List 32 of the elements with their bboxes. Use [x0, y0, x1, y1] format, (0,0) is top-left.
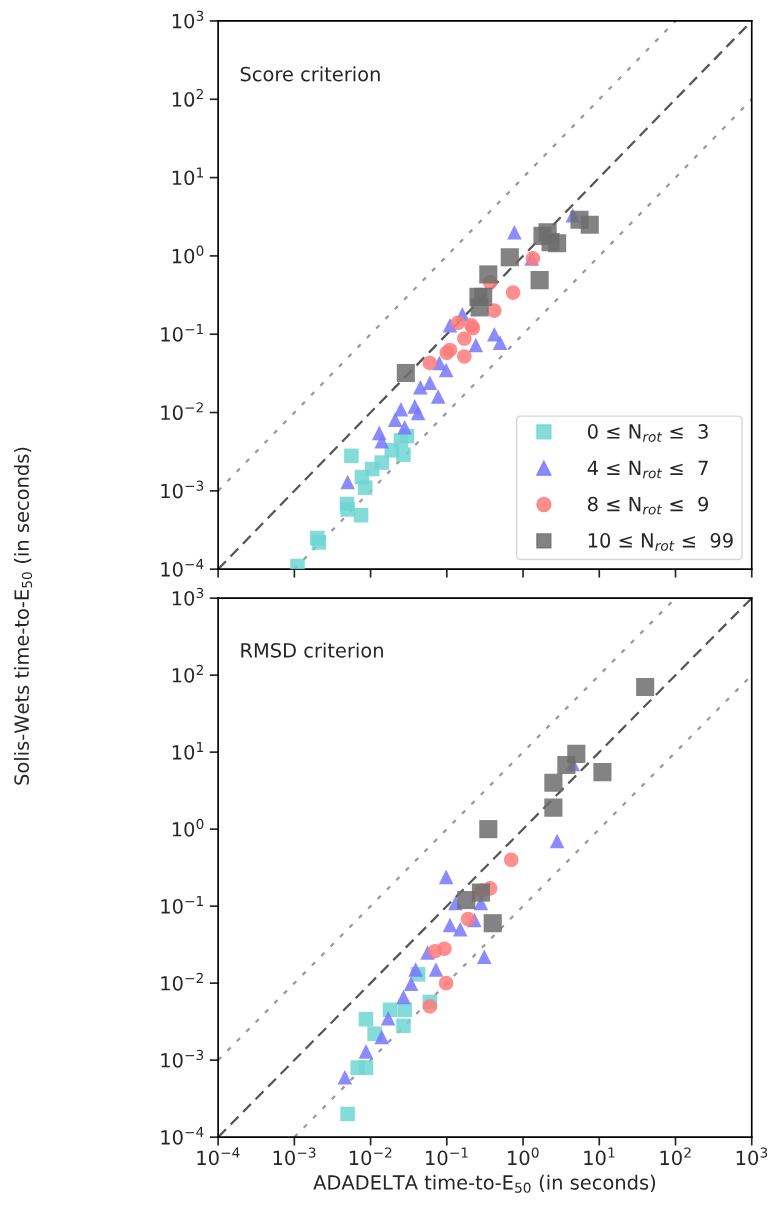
y-tick-label: 10$^{2}$	[172, 88, 203, 107]
y-tick-label: 10$^{−3}$	[161, 1049, 204, 1068]
y-tick-label: 10$^{3}$	[172, 10, 204, 29]
y-tick-label: 10$^{1}$	[172, 742, 204, 760]
legend-label: 4 ≤ N$_{rot}$ ≤ 7	[587, 460, 708, 479]
x-axis-title: ADADELTA time-to-E$_{50}$ (in seconds)	[313, 1174, 656, 1193]
annotation: RMSD criterion	[241, 642, 383, 658]
y-tick-label: 10$^{−4}$	[161, 559, 204, 577]
x-tick-label: 10$^{0}$	[508, 1147, 539, 1166]
y-axis-title: Solis-Wets time-to-E$_{50}$ (in seconds)	[13, 447, 33, 785]
y-tick-label: 10$^{−1}$	[161, 896, 203, 914]
x-tick-label: 10$^{−1}$	[426, 1147, 468, 1166]
legend-label: 0 ≤ N$_{rot}$ ≤ 3	[587, 424, 708, 442]
legend-label: 8 ≤ N$_{rot}$ ≤ 9	[587, 496, 709, 515]
y-tick-label: 10$^{−1}$	[161, 324, 203, 342]
x-tick-label: 10$^{−4}$	[197, 1147, 240, 1166]
y-tick-label: 10$^{−2}$	[161, 972, 203, 991]
x-tick-label: 10$^{2}$	[660, 1147, 691, 1166]
legend-label: 10 ≤ N$_{rot}$ ≤ 99	[588, 533, 733, 551]
y-tick-label: 10$^{0}$	[172, 245, 204, 264]
y-tick-label: 10$^{3}$	[172, 587, 204, 606]
x-tick-label: 10$^{−2}$	[349, 1147, 392, 1166]
x-tick-label: 10$^{3}$	[736, 1147, 768, 1166]
annotation: Score criterion	[240, 66, 380, 82]
x-tick-label: 10$^{−3}$	[273, 1147, 316, 1166]
y-tick-label: 10$^{2}$	[172, 664, 203, 683]
x-tick-label: 10$^{1}$	[584, 1147, 615, 1166]
y-tick-label: 10$^{−3}$	[161, 480, 204, 499]
y-tick-label: 10$^{−2}$	[161, 402, 203, 421]
y-tick-label: 10$^{−4}$	[161, 1127, 204, 1145]
y-tick-label: 10$^{0}$	[172, 818, 204, 837]
y-tick-label: 10$^{1}$	[172, 167, 204, 186]
